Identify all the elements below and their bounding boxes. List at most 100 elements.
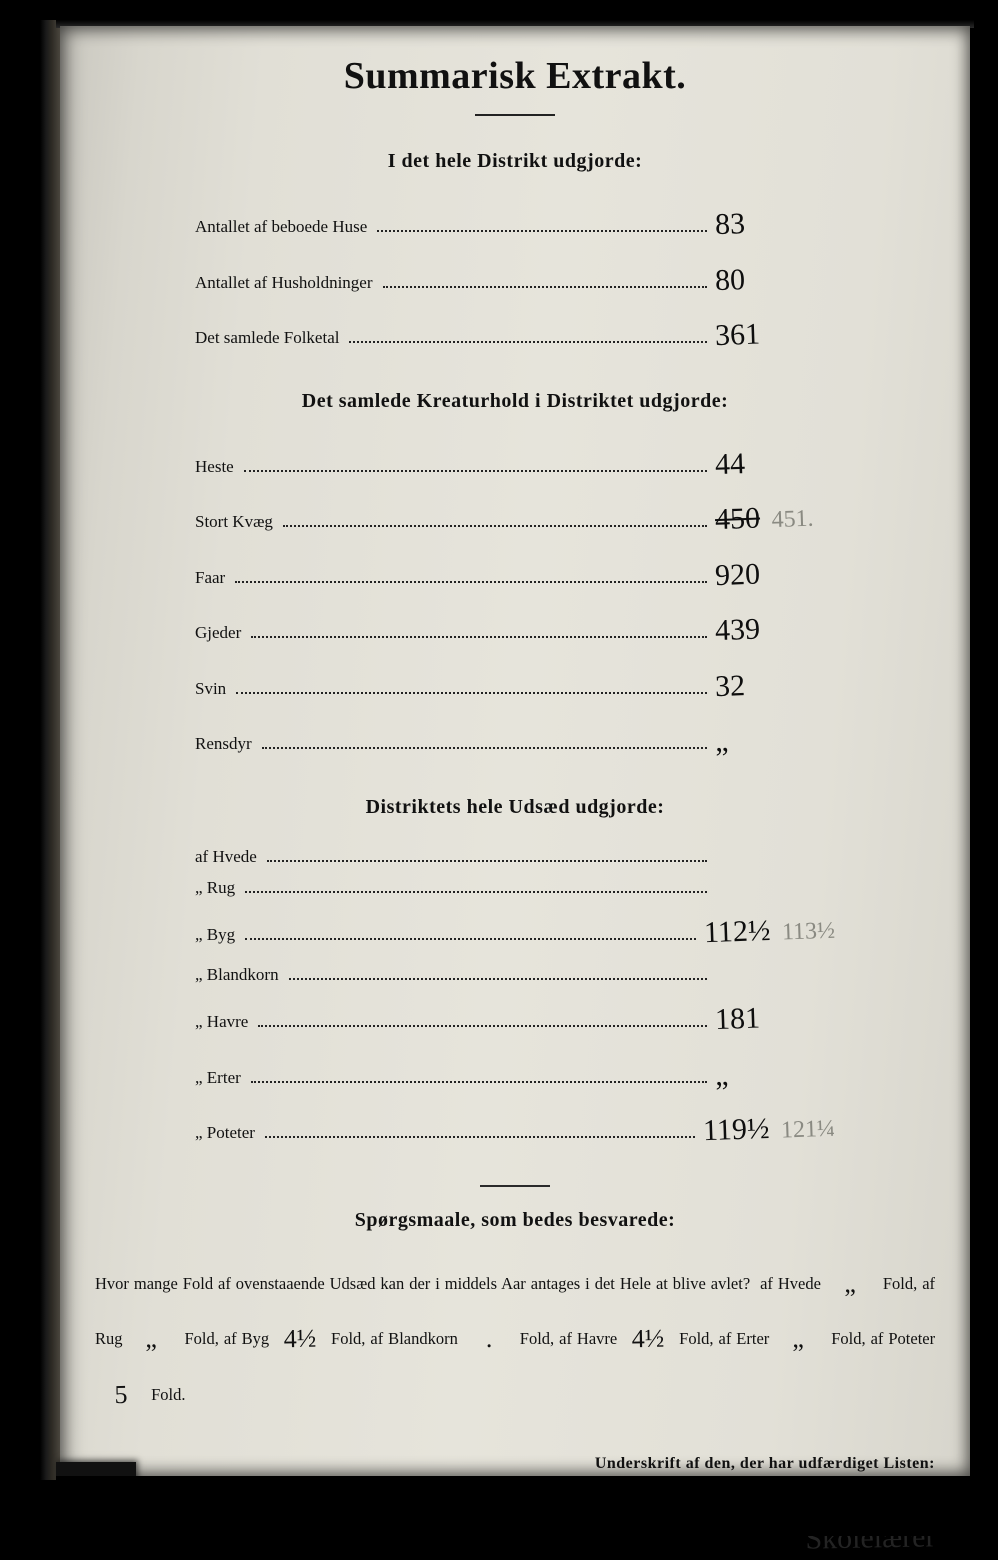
section1-heading: I det hele Distrikt udgjorde: <box>60 150 970 173</box>
row-wheat: af Hvede <box>195 841 835 872</box>
page-title: Summarisk Extrakt. <box>60 54 970 98</box>
leader-dots <box>245 882 707 893</box>
leader-dots <box>258 1016 707 1027</box>
book-spine <box>40 20 60 1480</box>
leader-dots <box>267 850 707 861</box>
section2-heading: Det samlede Kreaturhold i Distriktet udg… <box>60 390 970 413</box>
row-goats: Gjeder 439 <box>195 601 835 657</box>
label: „ Rug <box>195 872 235 903</box>
label: Heste <box>195 451 234 482</box>
leader-dots <box>289 969 707 980</box>
label: Gjeder <box>195 617 241 648</box>
value: 83 <box>714 193 836 253</box>
value: 439 <box>714 599 836 659</box>
q-item-unit: Fold. <box>151 1385 185 1404</box>
leader-dots <box>262 738 707 749</box>
row-oats: „ Havre 181 <box>195 990 835 1046</box>
q-item-value: „ <box>825 1256 878 1312</box>
leader-dots <box>251 627 707 638</box>
leader-dots <box>283 516 707 527</box>
q-item-value: 5 <box>95 1368 148 1424</box>
value: 44 <box>714 432 836 492</box>
value-main: 112½ <box>703 914 771 949</box>
q-item-unit: Fold, <box>883 1274 917 1293</box>
q-item-label: af Byg <box>224 1329 269 1348</box>
value-struck: 450 <box>714 502 760 537</box>
divider-squiggle <box>480 1185 550 1195</box>
signature-caption: Underskrift af den, der har udfærdiget L… <box>95 1455 935 1473</box>
value: 450 451. <box>714 488 836 548</box>
leader-dots <box>349 332 707 343</box>
leader-dots <box>251 1071 707 1082</box>
label: af Hvede <box>195 841 257 872</box>
row-reindeer: Rensdyr „ <box>195 712 835 768</box>
scanner-bed: Summarisk Extrakt. I det hele Distrikt u… <box>0 0 998 1536</box>
questions-heading: Spørgsmaale, som bedes besvarede: <box>60 1209 970 1232</box>
label: Faar <box>195 562 225 593</box>
q-item-label: af Blandkorn <box>370 1329 457 1348</box>
label: „ Byg <box>195 919 235 950</box>
title-rule <box>475 114 555 116</box>
leader-dots <box>245 929 696 940</box>
q-item-unit: Fold, <box>679 1329 713 1348</box>
value: 361 <box>714 304 836 364</box>
value: 112½ 113½ <box>703 901 836 961</box>
row-barley: „ Byg 112½ 113½ <box>195 903 835 959</box>
q-item-value: „ <box>127 1312 180 1368</box>
value: 920 <box>714 543 836 603</box>
value: 119½ 121¼ <box>702 1099 836 1159</box>
value: 32 <box>714 654 836 714</box>
row-mixedgrain: „ Blandkorn <box>195 959 835 990</box>
value: „ <box>714 1044 836 1104</box>
q-item-label: af Havre <box>559 1329 617 1348</box>
label: Det samlede Folketal <box>195 322 339 353</box>
section3-heading: Distriktets hele Udsæd udgjorde: <box>60 796 970 819</box>
row-rye: „ Rug <box>195 872 835 903</box>
label: Antallet af beboede Huse <box>195 211 367 242</box>
row-horses: Heste 44 <box>195 435 835 491</box>
questions-lead: Hvor mange Fold af ovenstaaende Udsæd ka… <box>95 1274 750 1293</box>
value <box>715 978 835 982</box>
row-cattle: Stort Kvæg 450 451. <box>195 490 835 546</box>
q-item-value: 4½ <box>622 1312 675 1368</box>
label: Antallet af Husholdninger <box>195 267 373 298</box>
leader-dots <box>236 682 707 693</box>
value <box>715 859 835 863</box>
value: 80 <box>714 248 836 308</box>
label: Rensdyr <box>195 728 252 759</box>
leader-dots <box>235 571 707 582</box>
value: 181 <box>714 988 836 1048</box>
q-item-value: . <box>462 1312 515 1368</box>
section1-block: Antallet af beboede Huse 83 Antallet af … <box>195 195 835 362</box>
label: „ Havre <box>195 1006 248 1037</box>
label: „ Blandkorn <box>195 959 279 990</box>
value-main: 119½ <box>703 1112 771 1147</box>
label: Svin <box>195 673 226 704</box>
q-item-unit: Fold, <box>831 1329 865 1348</box>
leader-dots <box>377 221 707 232</box>
q-item-unit: Fold, <box>331 1329 365 1348</box>
questions-paragraph: Hvor mange Fold af ovenstaaende Udsæd ka… <box>95 1254 935 1421</box>
q-item-value: „ <box>774 1312 827 1368</box>
row-sheep: Faar 920 <box>195 546 835 602</box>
row-population: Det samlede Folketal 361 <box>195 306 835 362</box>
row-households: Antallet af Husholdninger 80 <box>195 251 835 307</box>
value-corrected: 451. <box>771 506 814 533</box>
row-peas: „ Erter „ <box>195 1046 835 1102</box>
value: „ <box>714 710 836 770</box>
label: „ Poteter <box>195 1117 255 1148</box>
leader-dots <box>244 460 707 471</box>
q-item-label: af Hvede <box>760 1274 821 1293</box>
section2-block: Heste 44 Stort Kvæg 450 451. Faar 920 Gj… <box>195 435 835 768</box>
value-corrected: 113½ <box>782 918 836 946</box>
document-page: Summarisk Extrakt. I det hele Distrikt u… <box>60 26 970 1476</box>
q-item-label: af Erter <box>719 1329 770 1348</box>
q-item-label: af Poteter <box>871 1329 936 1348</box>
value <box>715 891 835 895</box>
q-item-value: 4½ <box>274 1312 327 1368</box>
section3-block: af Hvede „ Rug „ Byg 112½ 113½ „ Blandko… <box>195 841 835 1157</box>
row-houses: Antallet af beboede Huse 83 <box>195 195 835 251</box>
leader-dots <box>383 276 707 287</box>
row-potatoes: „ Poteter 119½ 121¼ <box>195 1101 835 1157</box>
label: Stort Kvæg <box>195 506 273 537</box>
